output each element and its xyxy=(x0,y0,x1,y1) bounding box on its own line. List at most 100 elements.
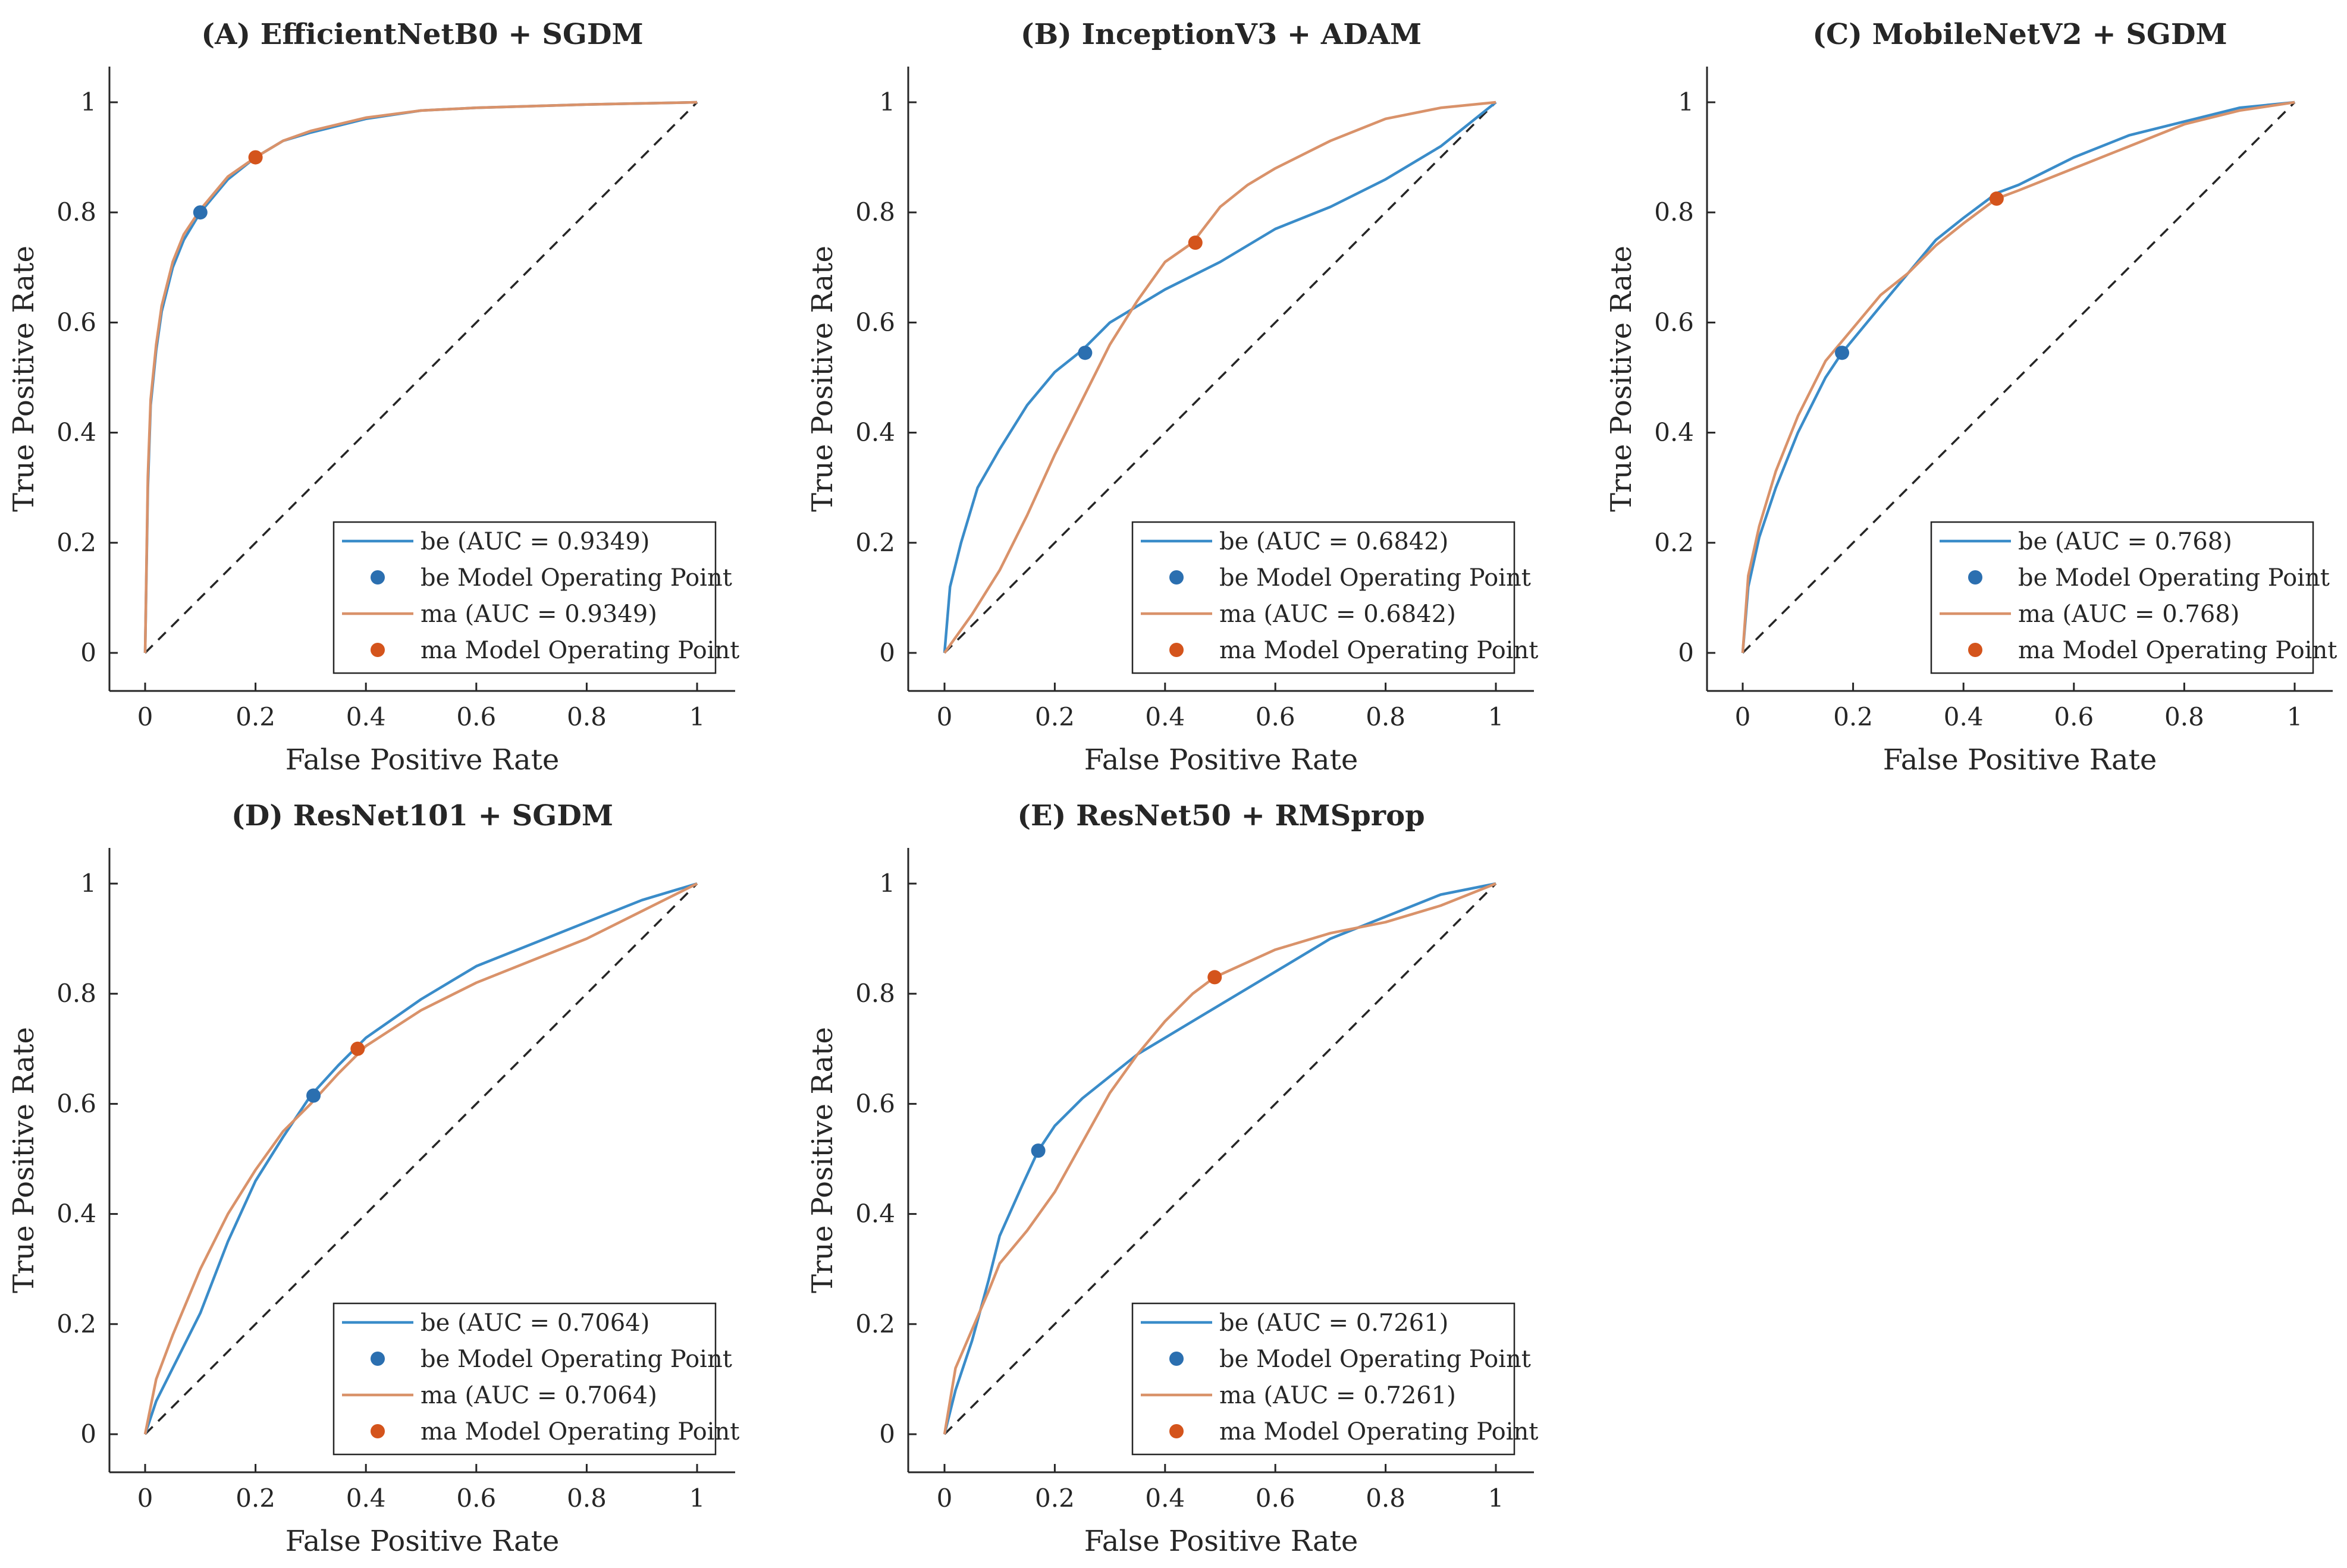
x-tick-label: 0 xyxy=(137,702,153,731)
y-tick-label: 0.8 xyxy=(57,197,96,227)
legend-be_op-label: be Model Operating Point xyxy=(421,1346,732,1373)
y-tick-label: 0.4 xyxy=(57,418,96,447)
y-axis-label: True Positive Rate xyxy=(806,1027,839,1293)
y-tick-label: 0.8 xyxy=(855,197,895,227)
x-tick-label: 0.2 xyxy=(1035,1484,1075,1513)
x-tick-label: 0.6 xyxy=(1256,1484,1295,1513)
legend-ma-label: ma (AUC = 0.9349) xyxy=(421,601,657,628)
legend: be (AUC = 0.6842) be Model Operating Poin… xyxy=(1131,521,1538,674)
panel-title: (E) ResNet50 + RMSprop xyxy=(1017,799,1424,832)
x-tick-label: 0.6 xyxy=(456,702,496,731)
legend-be_op-label: be Model Operating Point xyxy=(1219,1346,1531,1373)
legend-ma_op-label: ma Model Operating Point xyxy=(2018,637,2337,664)
be-operating-point xyxy=(1835,345,1850,360)
ma-operating-point xyxy=(248,150,263,165)
x-tick-label: 0.4 xyxy=(346,1484,386,1513)
y-tick-label: 1 xyxy=(80,869,96,898)
ma-roc-curve xyxy=(143,882,698,1435)
ma-roc-curve xyxy=(943,882,1496,1435)
legend-be_op-label: be Model Operating Point xyxy=(1219,564,1531,592)
y-tick-label: 0.2 xyxy=(855,528,895,557)
y-tick-label: 0.4 xyxy=(57,1199,96,1228)
legend-be-label: be (AUC = 0.7064) xyxy=(421,1309,649,1337)
ma-roc-curve xyxy=(1741,100,2295,653)
x-axis-label: False Positive Rate xyxy=(285,743,560,777)
be-operating-point xyxy=(193,205,208,220)
be-roc-curve xyxy=(943,101,1497,653)
y-tick-label: 0.8 xyxy=(57,979,96,1008)
be-roc-curve xyxy=(943,882,1496,1435)
chance-diagonal-line xyxy=(943,882,1497,1435)
legend-be-label: be (AUC = 0.768) xyxy=(2018,528,2232,555)
x-tick-label: 1 xyxy=(689,1484,705,1513)
panel-title: (D) ResNet101 + SGDM xyxy=(231,799,613,832)
legend-be_op-swatch xyxy=(1169,570,1184,585)
y-tick-label: 1 xyxy=(879,87,895,117)
legend-ma_op-label: ma Model Operating Point xyxy=(1219,1418,1538,1446)
roc-panel-1: (A) EfficientNetB0 + SGDM 0 0.2 0.4 0.6 0.8 1 0… xyxy=(7,18,739,777)
legend-ma_op-swatch xyxy=(1169,1424,1184,1438)
legend: be (AUC = 0.768) be Model Operating Point… xyxy=(1930,521,2337,674)
legend-ma_op-label: ma Model Operating Point xyxy=(421,637,739,664)
legend: be (AUC = 0.7261) be Model Operating Poin… xyxy=(1131,1302,1538,1456)
x-tick-label: 0.4 xyxy=(346,702,386,731)
y-tick-label: 0.6 xyxy=(855,1089,895,1118)
y-tick-label: 0.4 xyxy=(855,418,895,447)
legend-be-label: be (AUC = 0.6842) xyxy=(1219,528,1448,555)
x-tick-label: 0.8 xyxy=(2164,702,2204,731)
ma-operating-point xyxy=(1207,970,1222,985)
y-tick-label: 0.2 xyxy=(57,528,96,557)
x-tick-label: 0.4 xyxy=(1944,702,1984,731)
x-tick-label: 0.2 xyxy=(1035,702,1075,731)
x-axis-label: False Positive Rate xyxy=(1084,1525,1358,1558)
x-tick-label: 0.8 xyxy=(567,1484,607,1513)
x-tick-label: 0 xyxy=(937,1484,953,1513)
legend-be_op-swatch xyxy=(1968,570,1982,585)
roc-panel-2: (B) InceptionV3 + ADAM 0 0.2 0.4 0.6 0.8 1 0 0.2… xyxy=(806,18,1538,777)
y-tick-label: 0.2 xyxy=(1654,528,1694,557)
x-tick-label: 1 xyxy=(1488,702,1504,731)
legend-ma_op-swatch xyxy=(1169,643,1184,657)
ma-operating-point xyxy=(350,1041,365,1056)
legend-be_op-label: be Model Operating Point xyxy=(421,564,732,592)
legend-be-label: be (AUC = 0.9349) xyxy=(421,528,649,555)
y-tick-label: 0.6 xyxy=(1654,307,1694,337)
legend-ma-label: ma (AUC = 0.7064) xyxy=(421,1382,657,1409)
legend: be (AUC = 0.7064) be Model Operating Poin… xyxy=(332,1302,739,1456)
x-tick-label: 1 xyxy=(689,702,705,731)
ma-operating-point xyxy=(1188,235,1203,250)
chance-diagonal-line xyxy=(144,882,698,1435)
ma-operating-point xyxy=(1989,191,2004,206)
x-axis-label: False Positive Rate xyxy=(1883,743,2157,777)
x-tick-label: 1 xyxy=(1488,1484,1504,1513)
x-axis-label: False Positive Rate xyxy=(285,1525,560,1558)
x-tick-label: 0.2 xyxy=(236,1484,275,1513)
be-operating-point xyxy=(1031,1143,1046,1158)
y-axis-label: True Positive Rate xyxy=(7,246,40,512)
y-tick-label: 1 xyxy=(1678,87,1694,117)
legend-be_op-swatch xyxy=(371,1352,385,1366)
x-axis-label: False Positive Rate xyxy=(1084,743,1358,777)
x-tick-label: 0 xyxy=(137,1484,153,1513)
be-operating-point xyxy=(306,1088,321,1103)
y-tick-label: 1 xyxy=(80,87,96,117)
x-tick-label: 0.2 xyxy=(1833,702,1873,731)
y-axis-label: True Positive Rate xyxy=(7,1027,40,1293)
panel-title: (C) MobileNetV2 + SGDM xyxy=(1812,18,2227,51)
y-axis-label: True Positive Rate xyxy=(806,246,839,512)
x-tick-label: 0.4 xyxy=(1145,702,1185,731)
roc-panel-3: (C) MobileNetV2 + SGDM 0 0.2 0.4 0.6 0.8 1 0 0.2… xyxy=(1605,18,2337,777)
chance-diagonal-line xyxy=(1742,101,2296,654)
y-tick-label: 0.2 xyxy=(855,1309,895,1338)
roc-panel-5: (E) ResNet50 + RMSprop 0 0.2 0.4 0.6 0.8 1 0 0.2… xyxy=(806,799,1538,1558)
legend-ma-label: ma (AUC = 0.6842) xyxy=(1219,601,1456,628)
y-tick-label: 0.6 xyxy=(57,1089,96,1118)
y-axis-label: True Positive Rate xyxy=(1605,246,1638,512)
x-tick-label: 0.8 xyxy=(1366,702,1405,731)
legend-ma_op-swatch xyxy=(371,1424,385,1438)
be-roc-curve xyxy=(143,882,698,1435)
be-roc-curve xyxy=(1741,100,2295,653)
x-tick-label: 0.4 xyxy=(1145,1484,1185,1513)
legend: be (AUC = 0.9349) be Model Operating Poin… xyxy=(332,521,739,674)
